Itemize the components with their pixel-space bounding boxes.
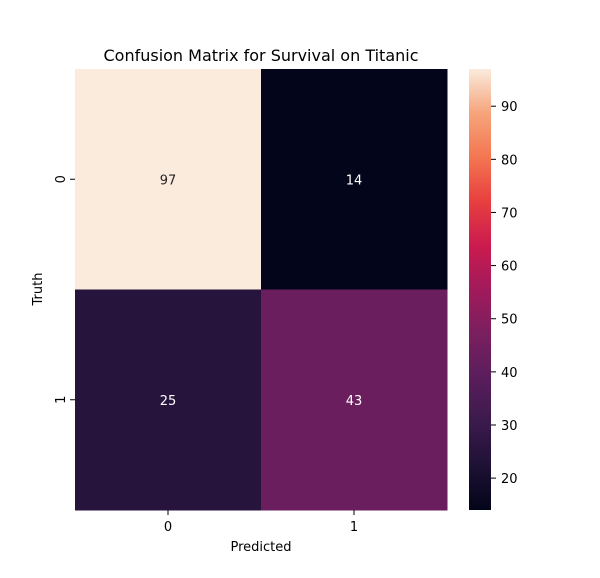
y-axis-ticks: 01	[54, 175, 75, 404]
cell-value-label: 25	[160, 394, 177, 409]
cell-value-label: 97	[160, 173, 177, 188]
colorbar-tick-label: 40	[501, 366, 518, 381]
y-axis-label: Truth	[31, 273, 46, 307]
colorbar-tick-label: 80	[501, 153, 518, 168]
x-axis-label: Predicted	[230, 540, 291, 555]
colorbar-tick-label: 20	[501, 472, 518, 487]
colorbar-tick-label: 60	[501, 260, 518, 275]
chart-title: Confusion Matrix for Survival on Titanic	[103, 46, 418, 65]
cell-value-label: 14	[346, 173, 363, 188]
heatmap-cell-0-1	[261, 69, 448, 290]
y-tick-label: 0	[54, 175, 69, 183]
y-tick-label: 1	[54, 396, 69, 404]
colorbar-tick-label: 50	[501, 313, 518, 328]
colorbar-tick-label: 30	[501, 419, 518, 434]
x-tick-label: 0	[164, 520, 172, 535]
cell-value-label: 43	[346, 394, 363, 409]
heatmap-cell-labels: 97 14 25 43	[160, 173, 363, 409]
heatmap-cell-1-0	[75, 289, 262, 511]
heatmap-cells	[75, 69, 448, 511]
colorbar-ticks: 20 30 40 50 60 70 80 90	[491, 100, 518, 487]
colorbar-tick-label: 70	[501, 206, 518, 221]
x-tick-label: 1	[350, 520, 358, 535]
colorbar	[469, 69, 491, 510]
heatmap-cell-1-1	[261, 289, 448, 511]
heatmap-cell-0-0	[75, 69, 262, 290]
colorbar-tick-label: 90	[501, 100, 518, 115]
